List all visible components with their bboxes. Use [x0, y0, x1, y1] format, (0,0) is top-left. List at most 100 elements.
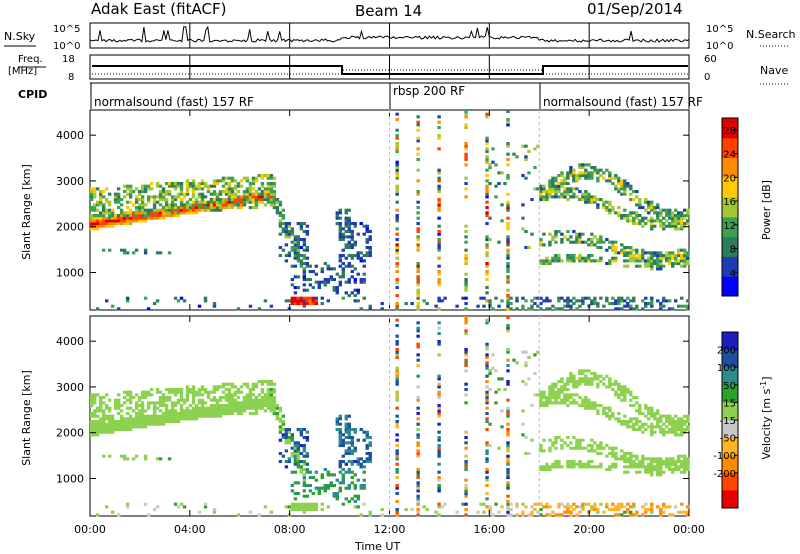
heatmap-cell: [668, 259, 672, 263]
heatmap-cell: [272, 382, 277, 386]
heatmap-cell: [542, 259, 546, 263]
heatmap-cell: [284, 428, 289, 432]
heatmap-cell: [650, 304, 654, 308]
heatmap-cell: [140, 412, 145, 416]
heatmap-cell: [146, 211, 151, 215]
heatmap-cell: [101, 420, 106, 424]
heatmap-cell: [161, 396, 166, 400]
heatmap-cell: [623, 299, 627, 303]
heatmap-cell: [596, 444, 600, 448]
heatmap-cell: [194, 390, 199, 394]
heatmap-cell: [662, 299, 666, 303]
heatmap-cell: [308, 489, 313, 493]
heatmap-cell: [605, 502, 609, 506]
heatmap-cell: [140, 184, 145, 188]
heatmap-cell: [305, 484, 310, 488]
heatmap-cell: [299, 452, 304, 456]
heatmap-cell: [599, 259, 603, 263]
heatmap-cell: [236, 198, 241, 202]
heatmap-cell: [572, 502, 576, 506]
heatmap-cell: [611, 388, 615, 392]
heatmap-cell: [230, 192, 235, 196]
heatmap-cell: [614, 382, 618, 386]
heatmap-cell: [539, 307, 543, 311]
heatmap-cell: [212, 412, 217, 416]
heatmap-cell: [644, 414, 648, 418]
heatmap-cell: [332, 492, 336, 496]
heatmap-cell: [527, 246, 531, 250]
heatmap-cell: [488, 444, 492, 448]
heatmap-cell: [545, 198, 549, 202]
nave-tick-high: 60: [704, 54, 717, 65]
heatmap-cell: [485, 251, 489, 255]
heatmap-cell: [128, 401, 133, 405]
heatmap-cell: [464, 460, 468, 464]
heatmap-cell: [194, 406, 199, 410]
heatmap-cell: [245, 401, 250, 405]
heatmap-cell: [665, 420, 669, 424]
heatmap-cell: [203, 299, 208, 303]
heatmap-cell: [158, 251, 163, 255]
heatmap-cell: [671, 256, 675, 260]
heatmap-cell: [140, 396, 145, 400]
heatmap-cell: [614, 508, 618, 512]
heatmap-cell: [104, 422, 109, 426]
heatmap-cell: [347, 235, 351, 239]
heatmap-cell: [662, 505, 666, 509]
heatmap-cell: [578, 372, 582, 376]
heatmap-cell: [329, 481, 333, 485]
heatmap-cell: [353, 278, 357, 282]
heatmap-cell: [362, 470, 366, 474]
heatmap-cell: [605, 299, 609, 303]
heatmap-cell: [485, 262, 489, 266]
heatmap-cell: [566, 465, 570, 469]
heatmap-cell: [290, 505, 295, 509]
heatmap-cell: [416, 513, 420, 517]
heatmap-cell: [152, 211, 157, 215]
heatmap-cell: [575, 513, 579, 517]
heatmap-cell: [191, 211, 196, 215]
heatmap-cell: [242, 195, 247, 199]
heatmap-cell: [341, 502, 345, 506]
heatmap-cell: [611, 465, 615, 469]
heatmap-cell: [395, 377, 399, 381]
heatmap-cell: [608, 380, 612, 384]
heatmap-cell: [140, 198, 145, 202]
heatmap-cell: [368, 238, 372, 242]
heatmap-cell: [281, 227, 286, 231]
heatmap-cell: [590, 176, 594, 180]
heatmap-cell: [650, 222, 654, 226]
heatmap-cell: [341, 468, 345, 472]
heatmap-cell: [554, 396, 558, 400]
heatmap-cell: [506, 256, 510, 260]
heatmap-cell: [485, 291, 489, 295]
heatmap-cell: [98, 406, 103, 410]
heatmap-cell: [110, 422, 115, 426]
heatmap-cell: [194, 211, 199, 215]
heatmap-cell: [605, 238, 609, 242]
heatmap-cell: [338, 230, 342, 234]
heatmap-cell: [305, 296, 310, 300]
heatmap-cell: [347, 264, 351, 268]
heatmap-cell: [194, 412, 199, 416]
heatmap-cell: [293, 264, 298, 268]
heatmap-cell: [302, 510, 307, 514]
heatmap-cell: [575, 238, 579, 242]
heatmap-cell: [296, 302, 301, 306]
heatmap-cell: [269, 401, 274, 405]
heatmap-cell: [260, 388, 265, 392]
heatmap-cell: [137, 425, 142, 429]
heatmap-cell: [269, 304, 274, 308]
heatmap-cell: [242, 406, 247, 410]
heatmap-cell: [635, 417, 639, 421]
heatmap-cell: [581, 163, 585, 167]
heatmap-cell: [608, 208, 612, 212]
heatmap-cell: [464, 307, 468, 311]
heatmap-cell: [623, 390, 627, 394]
heatmap-cell: [284, 224, 289, 228]
heatmap-cell: [578, 441, 582, 445]
heatmap-cell: [623, 452, 627, 456]
heatmap-cell: [500, 219, 504, 223]
heatmap-cell: [134, 454, 139, 458]
